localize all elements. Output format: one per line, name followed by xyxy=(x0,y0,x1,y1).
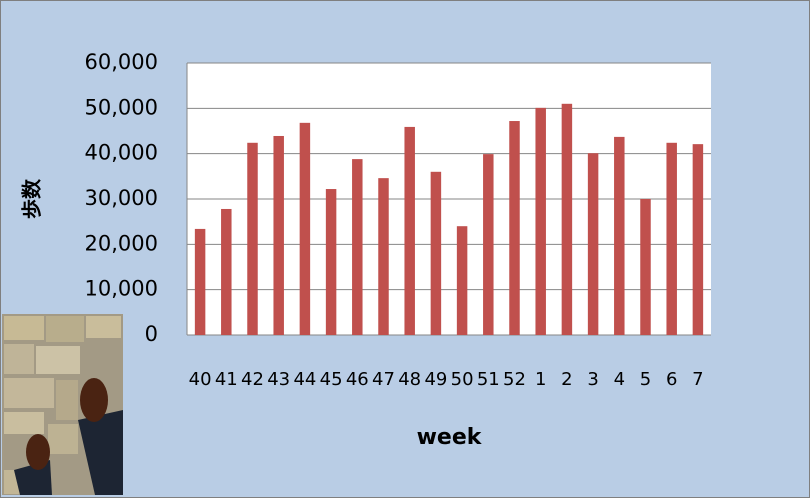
x-tick-label: 41 xyxy=(215,369,238,390)
x-tick-label: 51 xyxy=(477,369,500,390)
bar xyxy=(666,142,677,335)
y-tick-label: 40,000 xyxy=(85,141,158,165)
bar xyxy=(561,103,573,335)
x-tick-label: 47 xyxy=(372,369,395,390)
y-tick-label: 30,000 xyxy=(85,186,158,210)
x-tick-label: 43 xyxy=(267,369,290,390)
y-tick-label: 10,000 xyxy=(85,277,158,301)
stone xyxy=(36,346,80,374)
x-tick-label: 4 xyxy=(614,369,625,390)
bar xyxy=(456,226,468,335)
bar xyxy=(325,189,337,335)
x-tick-label: 52 xyxy=(503,369,526,390)
bar xyxy=(483,154,494,335)
x-tick-label: 5 xyxy=(640,369,651,390)
bar xyxy=(430,171,442,335)
bar xyxy=(247,142,258,335)
stone xyxy=(4,316,44,340)
bar xyxy=(221,208,232,335)
y-tick-label: 60,000 xyxy=(85,50,158,74)
stone xyxy=(46,316,84,342)
bar xyxy=(378,178,389,335)
shoe xyxy=(26,434,50,470)
bar xyxy=(614,136,625,335)
bar xyxy=(535,107,546,335)
stone xyxy=(86,316,121,338)
jeans xyxy=(14,460,52,495)
x-tick-label: 49 xyxy=(424,369,447,390)
x-tick-label: 1 xyxy=(535,369,546,390)
x-tick-label: 3 xyxy=(587,369,598,390)
x-tick-label: 46 xyxy=(346,369,369,390)
y-tick-label: 20,000 xyxy=(85,231,158,255)
y-tick-label: 50,000 xyxy=(85,95,158,119)
x-axis-title: week xyxy=(417,425,483,450)
stone xyxy=(4,412,44,434)
x-tick-label: 7 xyxy=(692,369,703,390)
bar xyxy=(404,126,415,335)
stone xyxy=(4,378,54,408)
x-tick-label: 50 xyxy=(451,369,474,390)
bar xyxy=(692,144,704,335)
bar xyxy=(640,199,651,335)
stone xyxy=(56,380,78,420)
x-tick-label: 2 xyxy=(561,369,572,390)
bar xyxy=(509,121,520,335)
bar xyxy=(194,228,206,335)
x-tick-label: 40 xyxy=(189,369,212,390)
jeans xyxy=(78,410,123,495)
stone xyxy=(4,344,34,374)
stone xyxy=(48,424,78,454)
y-axis-title: 歩数 xyxy=(20,178,44,219)
y-tick-label: 0 xyxy=(145,322,158,346)
x-tick-label: 42 xyxy=(241,369,264,390)
x-tick-label: 44 xyxy=(293,369,316,390)
shoe xyxy=(80,378,108,422)
bar xyxy=(352,159,363,335)
x-tick-label: 45 xyxy=(320,369,343,390)
photo xyxy=(2,314,123,495)
bar xyxy=(299,122,311,335)
x-tick-label: 6 xyxy=(666,369,677,390)
bar xyxy=(587,153,599,335)
bar xyxy=(273,135,284,335)
x-tick-label: 48 xyxy=(398,369,421,390)
